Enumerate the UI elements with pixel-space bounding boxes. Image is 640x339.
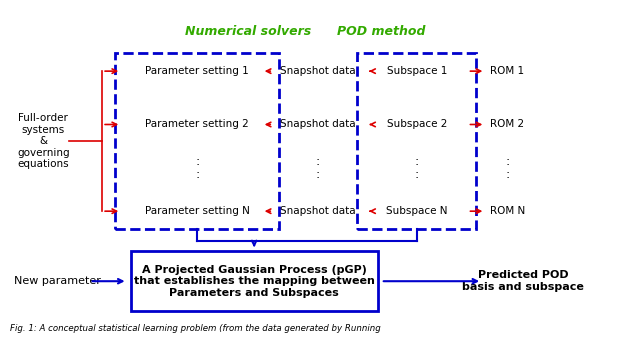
FancyBboxPatch shape [131, 251, 378, 311]
Text: Parameter setting 2: Parameter setting 2 [145, 119, 249, 129]
Bar [357, 54, 476, 229]
Text: POD method: POD method [337, 25, 425, 38]
Bar [115, 54, 280, 229]
Text: :: : [415, 168, 419, 181]
Text: ROM 1: ROM 1 [490, 66, 525, 76]
Text: Subspace N: Subspace N [386, 206, 447, 216]
Text: Snapshot data: Snapshot data [280, 66, 355, 76]
Text: :: : [195, 155, 199, 168]
Text: Snapshot data: Snapshot data [280, 119, 355, 129]
Text: Parameter setting 1: Parameter setting 1 [145, 66, 249, 76]
Text: :: : [316, 155, 319, 168]
Text: :: : [195, 168, 199, 181]
Text: :: : [316, 168, 319, 181]
Text: Subspace 2: Subspace 2 [387, 119, 447, 129]
Text: ROM 2: ROM 2 [490, 119, 525, 129]
Text: A Projected Gaussian Process (pGP)
that establishes the mapping between
Paramete: A Projected Gaussian Process (pGP) that … [134, 265, 374, 298]
Text: Fig. 1: A conceptual statistical learning problem (from the data generated by Ru: Fig. 1: A conceptual statistical learnin… [10, 324, 381, 333]
Text: :: : [506, 168, 509, 181]
Text: Predicted POD
basis and subspace: Predicted POD basis and subspace [462, 271, 584, 292]
Text: :: : [506, 155, 509, 168]
Text: Parameter setting N: Parameter setting N [145, 206, 250, 216]
Text: Numerical solvers: Numerical solvers [185, 25, 311, 38]
Text: :: : [415, 155, 419, 168]
Text: Snapshot data: Snapshot data [280, 206, 355, 216]
Text: New parameter: New parameter [15, 276, 101, 286]
Text: ROM N: ROM N [490, 206, 525, 216]
Text: Subspace 1: Subspace 1 [387, 66, 447, 76]
Text: Full-order
systems
&
governing
equations: Full-order systems & governing equations [17, 113, 70, 170]
